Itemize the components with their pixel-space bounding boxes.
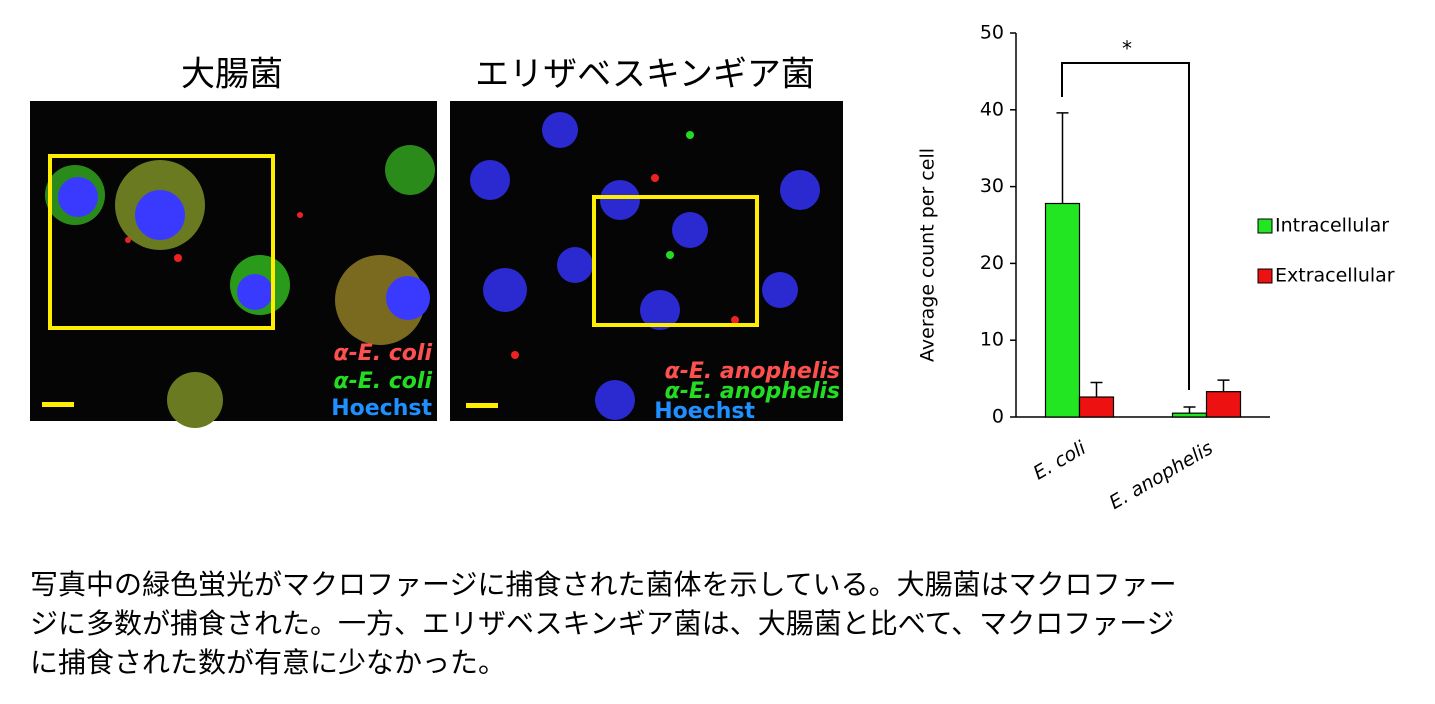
x-tick-label: E. coli [1030,437,1091,485]
stain-label: α-E. anophelis [665,379,840,404]
error-bar [1056,112,1069,204]
bar [1205,391,1242,418]
legend-label: Intracellular [1275,215,1389,237]
micrograph [30,101,437,428]
y-tick-label: 10 [980,329,1004,351]
bar [1044,202,1081,418]
error-bar [1217,379,1230,392]
error-bar [1183,406,1196,414]
y-tick-label: 50 [980,22,1004,44]
y-tick-label: 30 [980,175,1004,197]
legend-label: Extracellular [1275,265,1395,287]
y-tick-label: 40 [980,98,1004,120]
legend-swatch [1257,268,1273,284]
error-bar [1090,381,1103,398]
stain-label: Hoechst [654,399,755,424]
x-tick-label: E. anophelis [1106,437,1217,514]
panel-title: エリザベスキンギア菌 [475,55,815,95]
micrograph [450,101,843,421]
y-tick-label: 20 [980,252,1004,274]
bar [1171,412,1208,418]
y-tick-label: 0 [992,406,1004,428]
stain-label: α-E. coli [333,369,432,394]
annotation: * [1122,37,1132,61]
legend-swatch [1257,218,1273,234]
significance-bracket [1061,62,1190,390]
caption-line: ジに多数が捕食された。一方、エリザベスキンギア菌は、大腸菌と比べて、マクロファー… [30,607,1175,640]
caption-line: に捕食された数が有意に少なかった。 [30,646,507,679]
stain-label: Hoechst [331,396,432,421]
y-axis-label: Average count per cell [917,148,939,362]
panel-title: 大腸菌 [181,55,283,95]
caption-line: 写真中の緑色蛍光がマクロファージに捕食された菌体を示している。大腸菌はマクロファ… [30,568,1177,601]
stain-label: α-E. coli [333,341,432,366]
stain-label: α-E. anophelis [665,359,840,384]
bar [1078,396,1115,418]
